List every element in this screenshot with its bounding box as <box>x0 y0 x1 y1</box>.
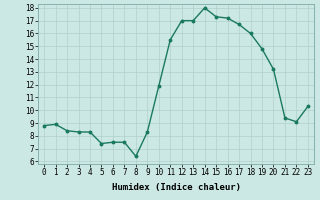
X-axis label: Humidex (Indice chaleur): Humidex (Indice chaleur) <box>111 183 241 192</box>
